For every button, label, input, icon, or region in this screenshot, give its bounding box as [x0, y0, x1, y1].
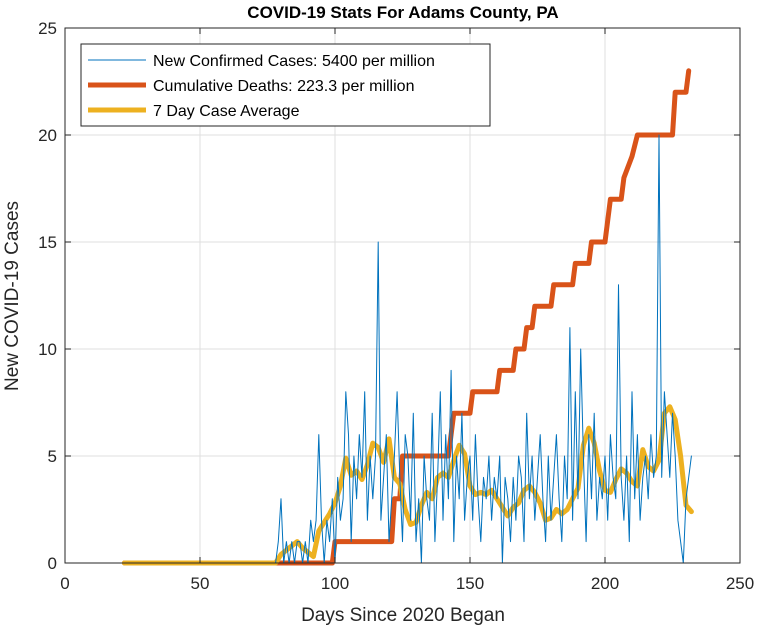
legend-entry-7day-average-label: 7 Day Case Average — [153, 103, 300, 120]
y-tick-label: 10 — [38, 340, 57, 359]
legend: New Confirmed Cases: 5400 per million Cum… — [80, 43, 491, 127]
x-tick-label: 200 — [591, 574, 619, 593]
chart-title: COVID-19 Stats For Adams County, PA — [247, 3, 558, 22]
series-layer — [121, 68, 694, 566]
y-tick-label: 25 — [38, 19, 57, 38]
x-tick-label: 0 — [60, 574, 69, 593]
x-tick-label: 250 — [726, 574, 754, 593]
legend-entry-cumulative-deaths-label: Cumulative Deaths: 223.3 per million — [153, 78, 414, 95]
x-tick-label: 50 — [191, 574, 210, 593]
legend-entry-new-cases-label: New Confirmed Cases: 5400 per million — [153, 53, 435, 70]
ticks: 0 50 100 150 200 250 0 5 10 15 20 25 — [38, 19, 754, 593]
x-tick-label: 100 — [321, 574, 349, 593]
series-new-cases-line — [123, 134, 692, 564]
legend-box — [80, 43, 491, 127]
series-cumulative-deaths-line — [121, 68, 692, 566]
y-tick-label: 20 — [38, 126, 57, 145]
y-axis-label: New COVID-19 Cases — [2, 201, 23, 391]
x-axis-label: Days Since 2020 Began — [301, 605, 505, 626]
axes-box — [64, 27, 741, 564]
x-tick-label: 150 — [456, 574, 484, 593]
y-tick-label: 5 — [48, 447, 57, 466]
y-tick-label: 0 — [48, 554, 57, 573]
y-tick-label: 15 — [38, 233, 57, 252]
